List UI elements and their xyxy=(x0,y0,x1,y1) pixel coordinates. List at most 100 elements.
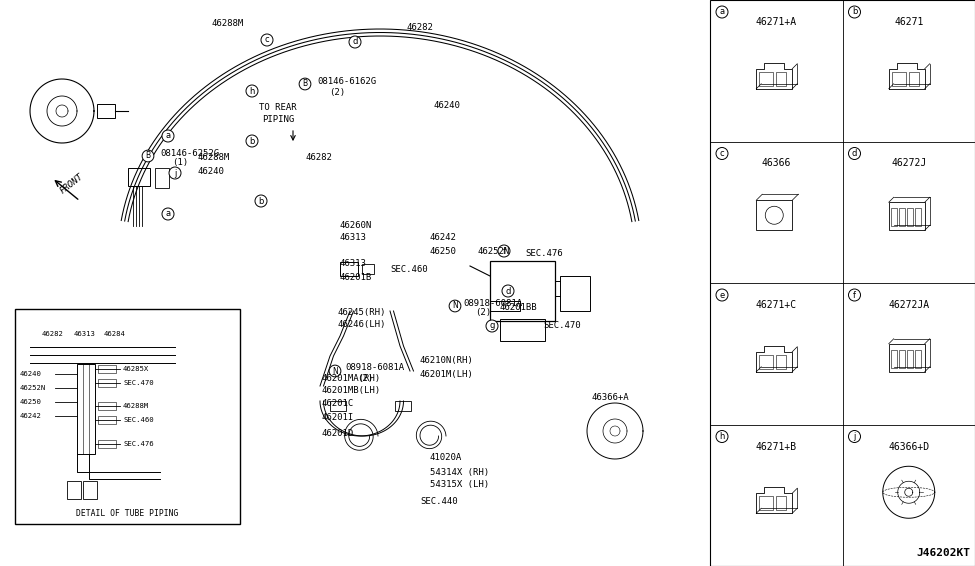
Bar xyxy=(776,355,786,369)
Text: SEC.440: SEC.440 xyxy=(420,498,457,507)
Bar xyxy=(500,319,545,341)
Text: 46285X: 46285X xyxy=(123,366,149,372)
Bar xyxy=(907,208,913,226)
Text: d: d xyxy=(505,286,511,295)
Text: 46242: 46242 xyxy=(430,234,457,242)
Text: 46201D: 46201D xyxy=(322,428,354,438)
Bar xyxy=(128,168,150,186)
Bar xyxy=(15,309,240,524)
Bar xyxy=(98,416,116,424)
Bar xyxy=(395,401,411,411)
Text: d: d xyxy=(852,149,857,158)
Bar xyxy=(560,276,590,311)
Text: 46272J: 46272J xyxy=(891,158,926,169)
Text: SEC.476: SEC.476 xyxy=(525,250,563,259)
Text: d: d xyxy=(352,37,358,46)
Text: 46242: 46242 xyxy=(20,413,42,419)
Text: c: c xyxy=(264,36,269,45)
Bar xyxy=(710,0,975,566)
Text: 54315X (LH): 54315X (LH) xyxy=(430,479,489,488)
Text: DETAIL OF TUBE PIPING: DETAIL OF TUBE PIPING xyxy=(76,509,178,518)
Text: SEC.460: SEC.460 xyxy=(123,417,154,423)
Text: 46271: 46271 xyxy=(894,17,923,27)
Text: a: a xyxy=(720,7,724,16)
Bar xyxy=(760,496,773,511)
Text: b: b xyxy=(250,136,254,145)
Text: b: b xyxy=(258,196,263,205)
Bar xyxy=(362,264,374,274)
Text: 46201I: 46201I xyxy=(322,414,354,422)
Text: 46272JA: 46272JA xyxy=(888,300,929,310)
Text: N: N xyxy=(452,302,458,311)
Text: 46240: 46240 xyxy=(433,101,460,110)
Text: c: c xyxy=(720,149,724,158)
Text: h: h xyxy=(720,432,724,441)
Text: 46201M(LH): 46201M(LH) xyxy=(420,370,474,379)
Text: 08146-6162G: 08146-6162G xyxy=(317,78,376,87)
Text: N: N xyxy=(332,367,338,375)
Text: SEC.470: SEC.470 xyxy=(543,321,581,331)
Text: 46282: 46282 xyxy=(42,331,64,337)
Bar xyxy=(97,104,115,118)
Text: TO REAR: TO REAR xyxy=(259,104,296,113)
Bar xyxy=(915,208,920,226)
Bar xyxy=(891,350,897,368)
Text: 08918-6081A: 08918-6081A xyxy=(345,363,404,372)
Text: 46288M: 46288M xyxy=(197,153,229,162)
Text: f: f xyxy=(502,247,505,255)
Text: (2): (2) xyxy=(475,308,491,318)
Text: 46284: 46284 xyxy=(104,331,126,337)
Bar xyxy=(98,402,116,410)
Text: SEC.476: SEC.476 xyxy=(123,441,154,447)
Text: 46250: 46250 xyxy=(430,247,457,255)
Text: 46245(RH): 46245(RH) xyxy=(338,308,386,318)
Text: 46252N: 46252N xyxy=(20,385,46,391)
Text: 46201MA(RH): 46201MA(RH) xyxy=(322,374,381,383)
Text: 46271+B: 46271+B xyxy=(756,441,797,452)
Text: 46201B: 46201B xyxy=(340,273,372,282)
Text: 46240: 46240 xyxy=(20,371,42,377)
Text: (2): (2) xyxy=(329,88,345,96)
Text: b: b xyxy=(852,7,857,16)
Text: a: a xyxy=(166,131,171,140)
Text: 08918-6081A: 08918-6081A xyxy=(463,298,523,307)
Bar xyxy=(899,350,905,368)
Bar xyxy=(889,202,924,230)
Text: e: e xyxy=(720,290,724,299)
Bar xyxy=(760,355,773,369)
Text: 46246(LH): 46246(LH) xyxy=(338,320,386,329)
Text: B: B xyxy=(145,152,150,161)
Text: 46201C: 46201C xyxy=(322,398,354,408)
Text: 08146-6252G: 08146-6252G xyxy=(160,148,219,157)
Bar xyxy=(98,365,116,373)
Bar xyxy=(909,72,918,86)
Bar xyxy=(67,481,81,499)
Bar xyxy=(98,379,116,387)
Text: 46252N: 46252N xyxy=(478,247,510,255)
Text: 46271+A: 46271+A xyxy=(756,17,797,27)
Bar xyxy=(155,168,169,188)
Text: j: j xyxy=(853,432,856,441)
Text: 54314X (RH): 54314X (RH) xyxy=(430,468,489,477)
Text: 46313: 46313 xyxy=(340,234,367,242)
Text: j: j xyxy=(174,169,176,178)
Text: 46271+C: 46271+C xyxy=(756,300,797,310)
Text: SEC.460: SEC.460 xyxy=(390,265,428,275)
Bar xyxy=(899,208,905,226)
Text: 46366+A: 46366+A xyxy=(591,393,629,402)
Bar xyxy=(760,72,773,86)
Text: 46282: 46282 xyxy=(305,153,332,162)
Text: PIPING: PIPING xyxy=(262,114,294,123)
Text: 46282: 46282 xyxy=(407,24,434,32)
Text: 46250: 46250 xyxy=(20,399,42,405)
Text: J46202KT: J46202KT xyxy=(916,548,970,558)
Text: 46260N: 46260N xyxy=(340,221,372,230)
Bar xyxy=(83,481,97,499)
Text: 46210N(RH): 46210N(RH) xyxy=(420,357,474,366)
Text: 46313: 46313 xyxy=(74,331,96,337)
Bar xyxy=(340,262,358,276)
Bar xyxy=(98,440,116,448)
Bar xyxy=(915,350,920,368)
Bar xyxy=(757,200,793,230)
Text: B: B xyxy=(302,79,307,88)
